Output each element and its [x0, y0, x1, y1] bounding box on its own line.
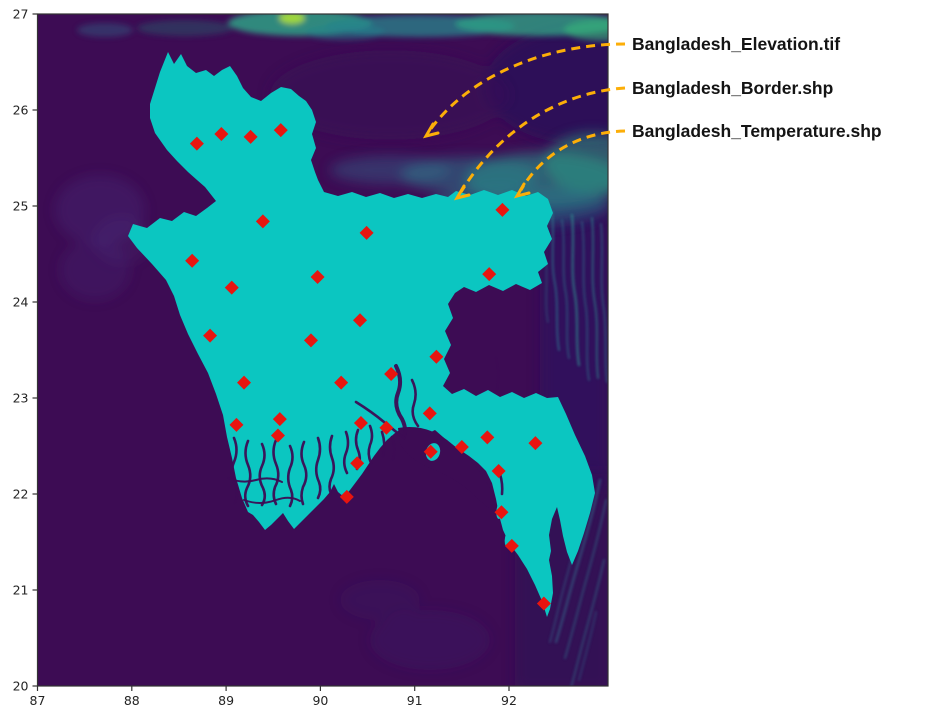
raster-mountain-band	[77, 14, 608, 41]
temperature-station-marker	[353, 313, 368, 328]
x-tick-label: 91	[407, 693, 423, 708]
temperature-station-marker	[536, 596, 551, 611]
temperature-station-marker	[185, 253, 200, 268]
temperature-station-marker	[339, 489, 354, 504]
temperature-station-marker	[422, 406, 437, 421]
temperature-arrowhead	[513, 182, 531, 199]
x-axis-ticks: 87 88 89 90 91 92	[30, 686, 517, 708]
x-tick-label: 90	[312, 693, 328, 708]
annotation-label-border: Bangladesh_Border.shp	[632, 78, 833, 98]
annotation-label-elevation: Bangladesh_Elevation.tif	[632, 34, 840, 54]
delta-river-channels	[227, 356, 504, 508]
x-tick-label: 88	[124, 693, 140, 708]
temperature-station-marker	[429, 349, 444, 364]
temperature-station-marker	[494, 505, 509, 520]
temperature-station-marker	[384, 367, 399, 381]
temperature-station-marker	[203, 328, 218, 343]
temperature-station-marker	[495, 202, 510, 217]
temperature-station-marker	[214, 127, 229, 141]
temperature-station-marker	[255, 214, 270, 229]
y-axis-ticks: 20 21 22 23 24 25 26 27	[13, 7, 38, 694]
elevation-raster-layer	[37, 14, 608, 686]
y-tick-label: 27	[13, 7, 29, 22]
temperature-station-marker	[454, 439, 469, 454]
border-arrow	[459, 86, 626, 193]
y-tick-label: 26	[13, 103, 29, 118]
x-tick-label: 87	[30, 693, 46, 708]
border-arrowhead	[453, 184, 471, 201]
annotation-labels: Bangladesh_Elevation.tif Bangladesh_Bord…	[632, 34, 882, 141]
temperature-station-marker	[482, 267, 497, 282]
temperature-station-marker	[528, 436, 543, 451]
meghna-estuary-water	[398, 427, 497, 511]
elevation-arrow	[428, 42, 626, 131]
temperature-station-marker	[270, 428, 285, 443]
y-tick-label: 25	[13, 199, 29, 214]
temperature-station-marker	[359, 225, 374, 240]
temperature-station-marker	[229, 417, 244, 432]
raster-east-ridges	[545, 211, 608, 686]
temperature-stations-layer	[185, 123, 551, 611]
bangladesh-border-polygon	[128, 52, 595, 617]
y-tick-label: 21	[13, 583, 29, 598]
border-polygon-layer	[128, 52, 595, 617]
temperature-station-marker	[423, 444, 438, 459]
temperature-arrow	[519, 129, 626, 191]
temperature-station-marker	[272, 412, 287, 427]
temperature-station-marker	[504, 538, 519, 553]
x-tick-label: 89	[218, 693, 234, 708]
annotation-label-temperature: Bangladesh_Temperature.shp	[632, 121, 882, 141]
plot-spine	[36, 13, 609, 687]
temperature-station-marker	[350, 456, 365, 471]
temperature-station-marker	[243, 129, 258, 144]
temperature-station-marker	[379, 420, 394, 435]
temperature-station-marker	[189, 136, 204, 151]
temperature-station-marker	[237, 375, 252, 390]
temperature-station-marker	[353, 415, 368, 430]
annotation-arrows	[422, 42, 626, 201]
y-tick-label: 22	[13, 487, 29, 502]
temperature-station-marker	[480, 430, 495, 445]
temperature-station-marker	[310, 270, 325, 285]
elevation-arrowhead	[422, 122, 440, 139]
axes: 87 88 89 90 91 92 20 21 22 23 24 25 26 27	[13, 7, 609, 708]
y-tick-label: 23	[13, 391, 29, 406]
temperature-station-marker	[334, 375, 349, 390]
y-tick-label: 24	[13, 295, 29, 310]
x-tick-label: 92	[501, 693, 517, 708]
temperature-station-marker	[273, 123, 288, 138]
temperature-station-marker	[303, 333, 318, 348]
temperature-station-marker	[491, 463, 506, 478]
temperature-station-marker	[224, 280, 239, 295]
y-tick-label: 20	[13, 679, 29, 694]
